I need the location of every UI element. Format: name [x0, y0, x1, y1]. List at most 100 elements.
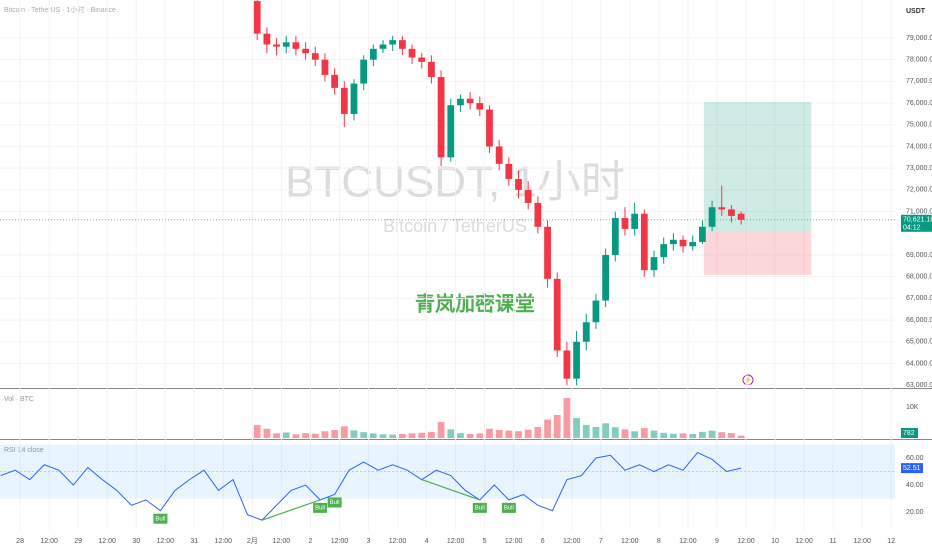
candle-body [282, 42, 290, 47]
x-tick-label: 12:00 [215, 538, 233, 545]
candle-body [495, 146, 503, 164]
x-tick-label: 2月 [247, 537, 258, 545]
y-tick-label: 63,000.00 [906, 382, 932, 389]
x-tick-label: 12:00 [795, 538, 813, 545]
volume-bar [679, 433, 687, 438]
x-tick-label: 29 [74, 538, 82, 545]
x-tick-label: 12:00 [447, 538, 465, 545]
candle-body [457, 98, 464, 106]
last-price-badge [901, 214, 932, 232]
volume-bar [660, 432, 668, 438]
bull-label: Bull [475, 505, 485, 511]
volume-bar [360, 432, 368, 438]
candle-body [544, 226, 551, 279]
volume-bar [389, 434, 397, 438]
bull-badge [313, 502, 328, 513]
candle-body [302, 48, 309, 54]
rsi-legend: RSI 14 close [4, 447, 44, 454]
volume-bar [369, 433, 377, 438]
position-stop-zone [703, 231, 812, 275]
position-target-zone [703, 101, 812, 232]
y-tick-label: 60.00 [906, 455, 924, 462]
volume-bar [437, 422, 445, 438]
x-tick-label: 12:00 [853, 538, 871, 545]
candle-body [321, 59, 329, 75]
volume-bar [340, 426, 348, 438]
candle-body [563, 350, 571, 379]
x-tick-label: 7 [599, 538, 603, 545]
y-tick-label: 65,000.00 [906, 339, 932, 346]
candle-body [389, 40, 397, 45]
x-tick-label: 30 [132, 538, 140, 545]
candle-body [437, 77, 445, 158]
volume-bar [321, 431, 329, 438]
volume-bar [466, 434, 474, 438]
candle-body [263, 33, 271, 45]
volume-bar [476, 433, 484, 438]
volume-bar [669, 433, 677, 438]
candle-body [428, 61, 435, 78]
volume-bar [350, 430, 358, 438]
volume-bar [524, 429, 532, 438]
y-tick-label: 68,000.00 [906, 274, 932, 281]
volume-bar [544, 419, 551, 438]
x-tick-label: 3 [367, 538, 371, 545]
y-tick-label: 10K [906, 404, 919, 411]
x-tick-label: 12 [887, 538, 895, 545]
candle-body [640, 213, 648, 271]
x-tick-label: 12:00 [563, 538, 581, 545]
volume-bar [457, 433, 464, 438]
volume-bar [505, 430, 513, 438]
y-tick-label: 67,000.00 [906, 295, 932, 302]
volume-bar [553, 415, 561, 438]
y-tick-label: 20.00 [906, 509, 924, 516]
volume-bar [563, 398, 571, 438]
candle-body [350, 83, 358, 114]
watermark-title: BTCUSDT, 1小时 [285, 158, 625, 207]
candle-body [292, 42, 300, 49]
y-tick-label: 66,000.00 [906, 317, 932, 324]
candle-body [379, 44, 387, 49]
y-tick-label: 74,000.00 [906, 143, 932, 150]
rsi-badge [901, 463, 923, 474]
symbol-header: Bitcoin · TetherUS · 1小时 · Binance [4, 5, 116, 14]
candle-body [398, 40, 406, 49]
volume-last-label: 782 [903, 430, 915, 437]
candle-body [253, 1, 261, 34]
candle-body [340, 87, 348, 114]
x-tick-label: 28 [16, 538, 24, 545]
candle-body [602, 254, 610, 301]
volume-bar [263, 428, 271, 438]
volume-bar [573, 418, 580, 438]
volume-bar [689, 434, 697, 438]
candle-body [728, 209, 735, 216]
volume-bar [592, 426, 600, 438]
volume-bar [582, 425, 590, 438]
candle-body [486, 109, 493, 147]
candle-body [660, 244, 668, 258]
annotation: 青岚加密课堂 [415, 291, 535, 315]
volume-bar [602, 423, 610, 438]
y-tick-label: 77,000.00 [906, 78, 932, 85]
candle-body [592, 300, 600, 323]
x-tick-label: 11 [829, 538, 836, 545]
candle-body [273, 44, 280, 47]
candle-body [611, 218, 619, 255]
volume-bar [282, 432, 290, 438]
y-tick-label: 71,000.00 [906, 208, 932, 215]
volume-bar [273, 433, 280, 438]
rsi-last-label: 52.51 [903, 465, 921, 472]
bull-badge [501, 502, 516, 513]
volume-bar [302, 433, 309, 438]
candle-body [689, 241, 697, 247]
candle-body [534, 202, 542, 227]
candle-body [737, 213, 745, 220]
candle-body [718, 207, 726, 210]
x-tick-label: 12:00 [156, 538, 174, 545]
volume-bar [708, 430, 716, 438]
watermark-subtitle: Bitcoin / TetherUS [383, 216, 527, 236]
last-price-label: 70,621.18 [903, 217, 932, 224]
currency: USDT [906, 8, 926, 15]
